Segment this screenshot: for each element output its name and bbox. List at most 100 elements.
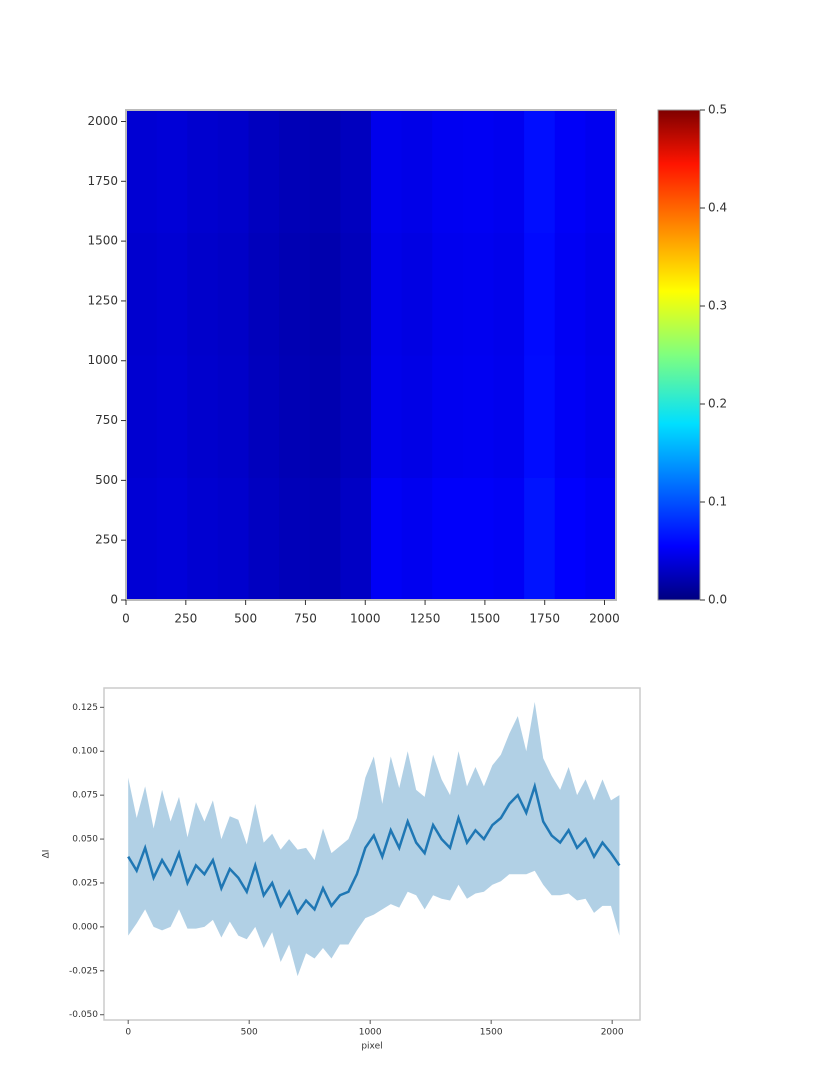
heatmap-cell (126, 355, 158, 478)
heatmap-cell (462, 110, 494, 233)
heatmap-cell (585, 477, 617, 601)
heatmap-cell (187, 477, 219, 601)
colorbar-tick-label: 0.2 (708, 397, 727, 411)
colorbar (657, 109, 701, 601)
heatmap-cell (340, 110, 372, 233)
heatmap-cell (187, 232, 219, 356)
heatmap-cell (554, 232, 586, 356)
heatmap-cell (493, 110, 525, 233)
y-tick-label: 0.125 (72, 703, 98, 713)
heatmap-cell (462, 477, 494, 601)
colorbar-tick-label: 0.3 (708, 299, 727, 313)
x-tick-label: 1000 (359, 1028, 382, 1038)
heatmap-cell (156, 355, 188, 478)
heatmap-cell (371, 110, 403, 233)
heatmap-cell (401, 110, 433, 233)
y-tick-label: 0.000 (72, 922, 98, 932)
heatmap-cell (432, 477, 464, 601)
heatmap-cell (432, 232, 464, 356)
x-tick-label: 0 (125, 1028, 131, 1038)
heatmap-cell (156, 477, 188, 601)
x-tick-label: 500 (241, 1028, 258, 1038)
heatmap-cell (401, 355, 433, 478)
y-tick-label: 250 (95, 533, 118, 547)
heatmap-cell (371, 232, 403, 356)
colorbar-tick-label: 0.5 (708, 103, 727, 117)
heatmap-cell (585, 110, 617, 233)
plot-frame (103, 687, 641, 1021)
line-chart: 0 500 1000 1500 2000 -0.050 -0.025 0.000 0.025 0.… (42, 687, 641, 1052)
y-tick-label: -0.025 (69, 966, 98, 976)
heatmap-cell (126, 110, 158, 233)
x-axis-label: pixel (361, 1042, 382, 1052)
error-band (128, 702, 620, 977)
x-tick-label: 250 (174, 612, 197, 626)
y-tick-label: 0.050 (72, 835, 98, 845)
heatmap-cell (309, 355, 341, 478)
heatmap-cell (585, 232, 617, 356)
heatmap-cell (187, 355, 219, 478)
y-axis-label: ΔI (42, 850, 52, 859)
x-tick-label: 2000 (589, 612, 620, 626)
heatmap-cell (156, 110, 188, 233)
x-tick-label: 1250 (410, 612, 441, 626)
y-tick-label: 1500 (87, 234, 118, 248)
heatmap-cell (493, 355, 525, 478)
heatmap-cell (340, 355, 372, 478)
y-tick-label: 750 (95, 413, 118, 427)
heatmap-cell (217, 232, 249, 356)
heatmap-cell (524, 232, 556, 356)
y-tick-label: 1750 (87, 174, 118, 188)
heatmap-cell (371, 477, 403, 601)
x-tick-label: 1500 (480, 1028, 503, 1038)
heatmap-cell (524, 355, 556, 478)
heatmap-cell (217, 110, 249, 233)
y-tick-label: 0.075 (72, 791, 98, 801)
heatmap-cell (248, 110, 280, 233)
x-tick-label: 1500 (470, 612, 501, 626)
y-tick-label: 500 (95, 473, 118, 487)
heatmap-cell (432, 110, 464, 233)
y-tick-label: 2000 (87, 114, 118, 128)
heatmap-cell (279, 355, 311, 478)
heatmap-cell (126, 232, 158, 356)
heatmap-cell (401, 477, 433, 601)
heatmap-cell (462, 355, 494, 478)
x-tick-label: 750 (294, 612, 317, 626)
heatmap-cell (554, 355, 586, 478)
y-tick-label: -0.050 (69, 1010, 98, 1020)
heatmap-cell (248, 477, 280, 601)
colorbar-tick-label: 0.0 (708, 593, 727, 607)
heatmap-cell (371, 355, 403, 478)
heatmap-cell (401, 232, 433, 356)
heatmap-cell (340, 477, 372, 601)
x-tick-label: 1000 (350, 612, 381, 626)
heatmap-cell (554, 477, 586, 601)
heatmap-cell (309, 110, 341, 233)
colorbar-tick-label: 0.4 (708, 201, 727, 215)
heatmap-cell (309, 477, 341, 601)
heatmap-cell (524, 110, 556, 233)
heatmap-cell (493, 232, 525, 356)
heatmap-cell (248, 355, 280, 478)
heatmap-cell (279, 477, 311, 601)
heatmap-chart: 0 250 500 750 1000 1250 1500 1750 2000 0 250 500 750… (87, 103, 727, 626)
heatmap-cell (340, 232, 372, 356)
heatmap-cell (279, 110, 311, 233)
y-tick-label: 0.100 (72, 747, 98, 757)
y-tick-label: 0 (110, 593, 118, 607)
heatmap-cell (524, 477, 556, 601)
plot-frame (125, 109, 617, 601)
heatmap-cell (248, 232, 280, 356)
colorbar-tick-label: 0.1 (708, 495, 727, 509)
x-tick-label: 500 (234, 612, 257, 626)
mean-line (127, 781, 621, 916)
y-tick-label: 1000 (87, 353, 118, 367)
x-tick-label: 0 (122, 612, 130, 626)
x-tick-label: 2000 (601, 1028, 624, 1038)
heatmap-cell (217, 355, 249, 478)
heatmap-cell (126, 477, 158, 601)
heatmap-cell (493, 477, 525, 601)
heatmap-cell (217, 477, 249, 601)
